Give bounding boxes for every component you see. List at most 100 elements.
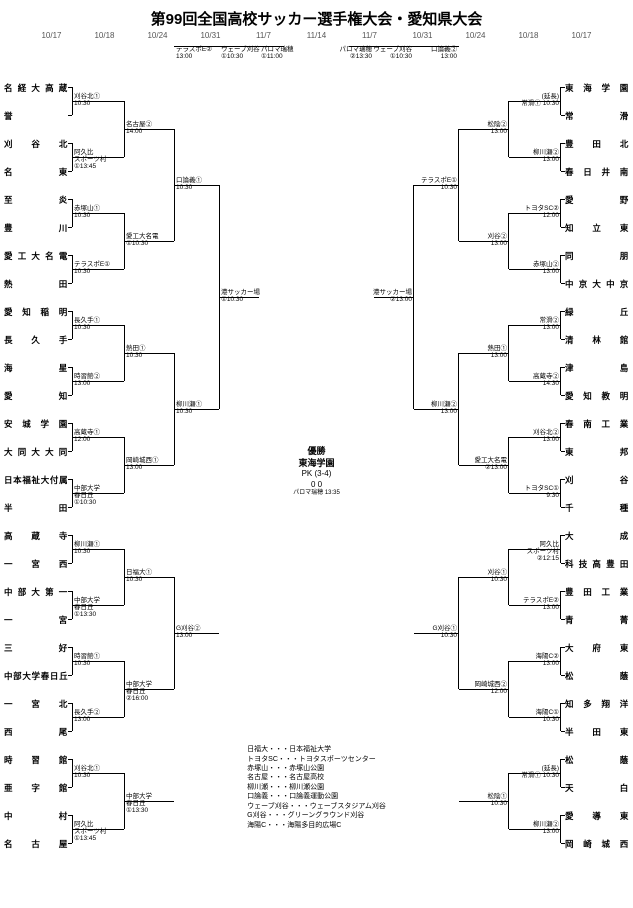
- bracket-line: [68, 227, 72, 228]
- bracket-line: [561, 115, 565, 116]
- match-info: テラスポE②13:00: [176, 46, 212, 60]
- team-name: 豊 田 北: [565, 138, 629, 150]
- bracket-line: [68, 451, 72, 452]
- date-label: 10/31: [396, 31, 449, 40]
- team-name: 熱 田: [4, 278, 68, 290]
- match-info: 阿久比スポーツ村①13:45: [74, 821, 106, 842]
- match-info: 岡崎城西②12:00: [475, 681, 508, 695]
- bracket-line: [561, 507, 565, 508]
- team-name: 科技高豊田: [565, 558, 629, 570]
- team-name: 名 経 大 高 蔵: [4, 82, 68, 94]
- match-info: 刈谷北②13:00: [533, 429, 559, 443]
- bracket-line: [68, 395, 72, 396]
- bracket-line: [561, 591, 565, 592]
- team-name: 天 白: [565, 782, 629, 794]
- date-label: 10/24: [131, 31, 184, 40]
- match-info: ウェーブ刈谷①10:30: [221, 46, 260, 60]
- match-info: 海陽C②13:00: [535, 653, 559, 667]
- bracket-line: [68, 563, 72, 564]
- team-name: 同 朋: [565, 250, 629, 262]
- bracket-line: [561, 87, 565, 88]
- match-info: 刈谷①10:30: [488, 569, 508, 583]
- bracket-line: [561, 171, 565, 172]
- match-info: パロマ瑞穂②13:30: [340, 46, 373, 60]
- match-info: 熱田①10:30: [126, 345, 146, 359]
- team-name: 至 炎: [4, 194, 68, 206]
- team-name: 一 宮: [4, 614, 68, 626]
- match-info: 刈谷北①10:30: [74, 765, 100, 779]
- bracket-line: [561, 731, 565, 732]
- team-name: 中 村: [4, 810, 68, 822]
- bracket-line: [68, 619, 72, 620]
- match-info: 熱田①13:00: [488, 345, 508, 359]
- date-label: 10/24: [449, 31, 502, 40]
- date-label: 11/14: [290, 31, 343, 40]
- date-label: 10/31: [184, 31, 237, 40]
- legend-line: 日福大・・・日本福祉大学: [247, 745, 386, 754]
- match-info: 高蔵寺①12:00: [74, 429, 100, 443]
- team-name: 愛 導 東: [565, 810, 629, 822]
- team-name: 半 田: [4, 502, 68, 514]
- team-name: 日本福祉大付属: [4, 474, 68, 486]
- team-name: 大 成: [565, 530, 629, 542]
- team-name: 西 尾: [4, 726, 68, 738]
- bracket-line: [68, 171, 72, 172]
- bracket-line: [561, 199, 565, 200]
- team-name: 愛工大名電: [4, 250, 68, 262]
- team-name: 長 久 手: [4, 334, 68, 346]
- team-name: 知 多 翔 洋: [565, 698, 629, 710]
- team-name: 中部大学春日丘: [4, 670, 68, 682]
- team-name: 春 南 工 業: [565, 418, 629, 430]
- match-info: 港サッカー場②13:00: [373, 289, 412, 303]
- match-info: 阿久比スポーツ村②12:15: [527, 541, 559, 562]
- bracket-line: [561, 815, 565, 816]
- bracket-right: 東 海 学 園常 滑豊 田 北春 日 井 南愛 野知 立 東同 朋中 京 大 中…: [329, 46, 629, 866]
- team-name: 東 邦: [565, 446, 629, 458]
- bracket-line: [561, 339, 565, 340]
- match-info: 赤塚山①10:30: [74, 205, 100, 219]
- legend-line: 赤塚山・・・赤塚山公園: [247, 764, 386, 773]
- match-info: 口論義①10:30: [176, 177, 202, 191]
- team-name: 松 蔭: [565, 670, 629, 682]
- team-name: 半 田 東: [565, 726, 629, 738]
- match-info: 常滑②13:00: [540, 317, 560, 331]
- team-name: 一 宮 北: [4, 698, 68, 710]
- team-name: 緑 丘: [565, 306, 629, 318]
- team-name: 津 島: [565, 362, 629, 374]
- date-label: 10/17: [25, 31, 78, 40]
- team-name: 千 種: [565, 502, 629, 514]
- final-score: PK (3-4): [293, 469, 340, 479]
- bracket-line: [68, 339, 72, 340]
- bracket-line: [68, 507, 72, 508]
- team-name: 亜 字 館: [4, 782, 68, 794]
- team-name: 刈 谷 北: [4, 138, 68, 150]
- match-info: トヨタSC①9:30: [525, 485, 559, 499]
- bracket-line: [561, 703, 565, 704]
- team-name: 中 京 大 中 京: [565, 278, 629, 290]
- bracket: 名 経 大 高 蔵誉刈 谷 北名 東至 炎豊 川愛工大名電熱 田愛 知 稲 明長…: [0, 46, 633, 866]
- date-label: 10/18: [502, 31, 555, 40]
- match-info: 阿久比スポーツ村①13:45: [74, 149, 106, 170]
- match-info: ウェーブ刈谷①10:30: [373, 46, 412, 60]
- bracket-line: [561, 563, 565, 564]
- final-box: 優勝 東海学園 PK (3-4) 0 0 パロマ瑞穂 13:35: [293, 446, 340, 498]
- date-label: 11/7: [343, 31, 396, 40]
- champion-label: 優勝: [293, 446, 340, 458]
- date-label: 10/17: [555, 31, 608, 40]
- team-name: 名 東: [4, 166, 68, 178]
- legend-line: ウェーブ刈谷・・・ウェーブスタジアム刈谷: [247, 802, 386, 811]
- match-info: 口論義②13:00: [431, 46, 457, 60]
- bracket-line: [68, 787, 72, 788]
- match-info: 柳川瀬②13:00: [533, 821, 559, 835]
- team-name: 大 同 大 大 同: [4, 446, 68, 458]
- team-name: 岡 崎 城 西: [565, 838, 629, 850]
- match-info: 中部大学春日丘①13:30: [74, 597, 100, 618]
- tournament-title: 第99回全国高校サッカー選手権大会・愛知県大会: [0, 0, 633, 31]
- team-name: 愛 知 教 明: [565, 390, 629, 402]
- bracket-line: [561, 843, 565, 844]
- bracket-line: [68, 675, 72, 676]
- bracket-line: [561, 367, 565, 368]
- team-name: 東 海 学 園: [565, 82, 629, 94]
- bracket-line: [68, 731, 72, 732]
- bracket-line: [561, 395, 565, 396]
